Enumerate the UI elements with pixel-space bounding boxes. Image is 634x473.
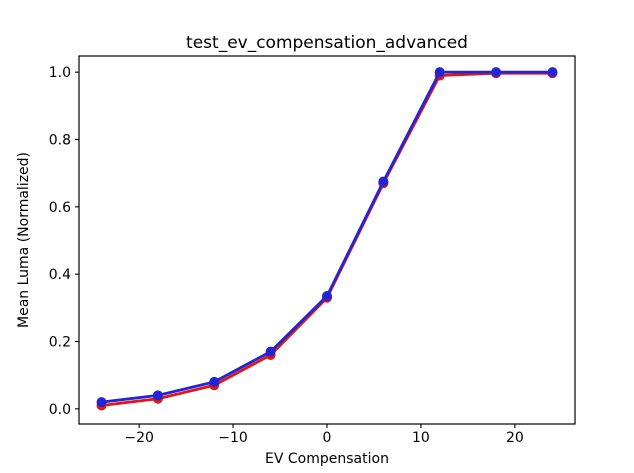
x-tick-label: −10	[218, 430, 248, 446]
data-point-marker-blue	[378, 176, 389, 187]
data-point-marker-blue	[322, 291, 332, 302]
data-point-marker-blue	[434, 67, 445, 78]
data-point-marker-blue	[547, 67, 558, 78]
data-point-marker-blue	[265, 346, 276, 357]
data-point-marker-blue	[491, 67, 502, 78]
x-tick-label: 10	[412, 430, 430, 446]
chart-title: test_ev_compensation_advanced	[186, 33, 468, 53]
data-point-marker-blue	[152, 390, 163, 401]
y-tick-label: 0.2	[49, 335, 71, 351]
data-point-marker-blue	[209, 376, 220, 387]
y-tick-label: 0.6	[49, 200, 71, 216]
x-axis-ticks: −20 −10 0 10 20	[124, 424, 524, 446]
y-axis-label: Mean Luma (Normalized)	[16, 152, 32, 328]
x-tick-label: 20	[506, 430, 524, 446]
y-axis-ticks: 0.0 0.2 0.4 0.6 0.8 1.0	[49, 65, 79, 418]
x-tick-label: 0	[323, 430, 332, 446]
y-tick-label: 0.0	[49, 402, 71, 418]
plot-area-border	[78, 55, 576, 425]
x-axis-label: EV Compensation	[265, 451, 389, 467]
y-tick-label: 0.4	[49, 267, 71, 283]
y-tick-label: 0.8	[49, 132, 71, 148]
y-tick-label: 1.0	[49, 65, 71, 81]
x-tick-label: −20	[124, 430, 154, 446]
series-line-red	[100, 71, 554, 407]
series-group	[96, 67, 558, 411]
series-line-blue	[100, 70, 554, 404]
data-point-marker-blue	[96, 397, 107, 408]
